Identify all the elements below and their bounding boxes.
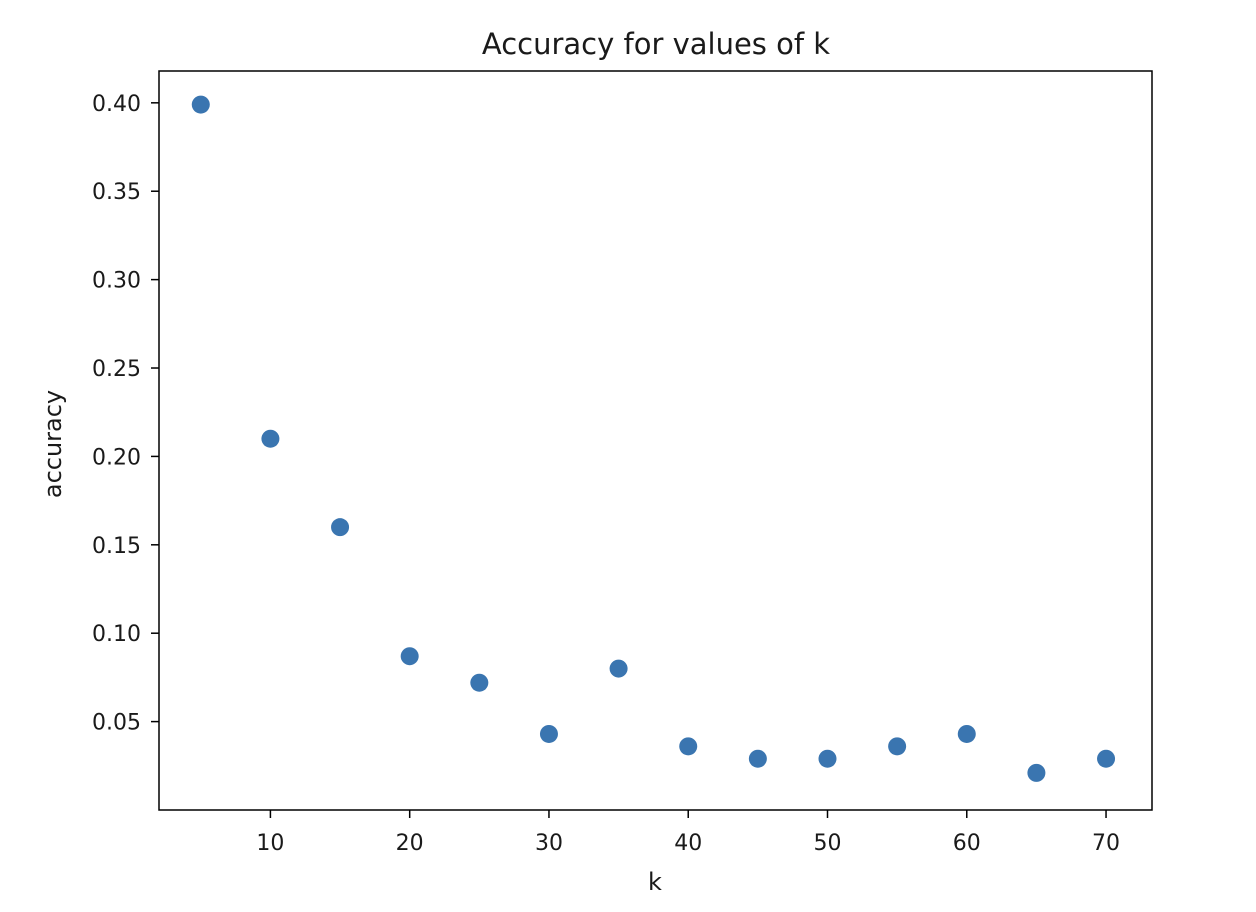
data-point <box>400 647 419 666</box>
data-point <box>191 95 210 114</box>
x-tick-label: 10 <box>256 831 284 856</box>
x-tick-label: 50 <box>813 831 841 856</box>
data-point <box>331 518 350 537</box>
data-point <box>818 749 837 768</box>
data-point <box>748 749 767 768</box>
y-axis-title: accuracy <box>39 390 67 498</box>
x-tick-label: 70 <box>1092 831 1120 856</box>
x-tick-label: 30 <box>535 831 563 856</box>
y-tick-label: 0.35 <box>92 180 141 205</box>
plot-area-frame <box>158 70 1153 811</box>
x-tick-label: 20 <box>396 831 424 856</box>
data-point <box>888 737 907 756</box>
x-axis-title: k <box>648 868 662 896</box>
data-point <box>1097 749 1116 768</box>
y-tick-label: 0.40 <box>92 92 141 117</box>
data-point <box>261 429 280 448</box>
data-points <box>191 95 1116 782</box>
x-axis: 10 20 30 40 50 60 70 <box>256 810 1120 856</box>
x-tick-label: 40 <box>674 831 702 856</box>
chart-title: Accuracy for values of k <box>482 27 830 61</box>
y-tick-label: 0.30 <box>92 269 141 294</box>
y-tick-label: 0.25 <box>92 357 141 382</box>
y-tick-label: 0.20 <box>92 445 141 470</box>
y-tick-label: 0.15 <box>92 534 141 559</box>
data-point <box>957 724 976 743</box>
data-point <box>1027 763 1046 782</box>
data-point <box>539 724 558 743</box>
data-point <box>470 673 489 692</box>
y-tick-label: 0.05 <box>92 711 141 736</box>
data-point <box>679 737 698 756</box>
y-tick-label: 0.10 <box>92 622 141 647</box>
x-tick-label: 60 <box>953 831 981 856</box>
y-axis: 0.05 0.10 0.15 0.20 0.25 0.30 0.35 0.40 <box>92 92 159 736</box>
data-point <box>609 659 628 678</box>
